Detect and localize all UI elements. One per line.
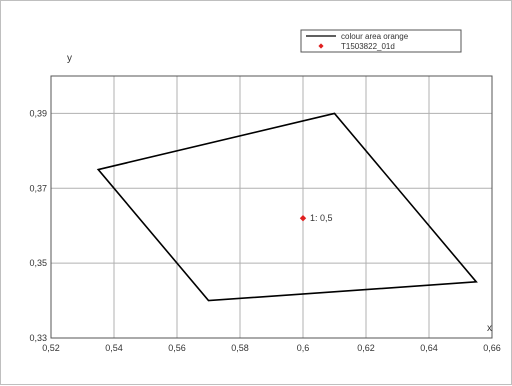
- y-tick-label: 0,37: [29, 183, 47, 193]
- x-tick-label: 0,52: [42, 343, 60, 353]
- x-axis-ticks: 0,52 0,54 0,56 0,58 0,6 0,62 0,64 0,66: [42, 343, 501, 353]
- y-tick-label: 0,35: [29, 258, 47, 268]
- y-tick-label: 0,33: [29, 333, 47, 343]
- legend-entry-point: T1503822_01d: [341, 42, 395, 51]
- data-point-label: 1: 0,5: [310, 213, 333, 223]
- legend-entry-polygon: colour area orange: [341, 32, 409, 41]
- y-axis-label: y: [67, 53, 72, 64]
- x-axis-label: x: [487, 323, 492, 334]
- y-axis-ticks: 0,33 0,35 0,37 0,39: [29, 108, 47, 343]
- legend-swatch-marker: [318, 43, 324, 49]
- legend: colour area orange T1503822_01d: [300, 29, 462, 53]
- colour-area-polygon: [96, 112, 478, 302]
- x-tick-label: 0,56: [168, 343, 186, 353]
- x-tick-label: 0,66: [483, 343, 501, 353]
- x-tick-label: 0,6: [297, 343, 310, 353]
- data-point-marker: [299, 215, 307, 222]
- x-tick-label: 0,54: [105, 343, 123, 353]
- grid: [51, 76, 492, 338]
- series-layer: 1: 0,5: [96, 112, 478, 302]
- legend-box: [300, 29, 462, 53]
- x-tick-label: 0,64: [420, 343, 438, 353]
- y-tick-label: 0,39: [29, 108, 47, 118]
- plot-area-border: [50, 75, 493, 339]
- x-tick-label: 0,62: [357, 343, 375, 353]
- x-tick-label: 0,58: [231, 343, 249, 353]
